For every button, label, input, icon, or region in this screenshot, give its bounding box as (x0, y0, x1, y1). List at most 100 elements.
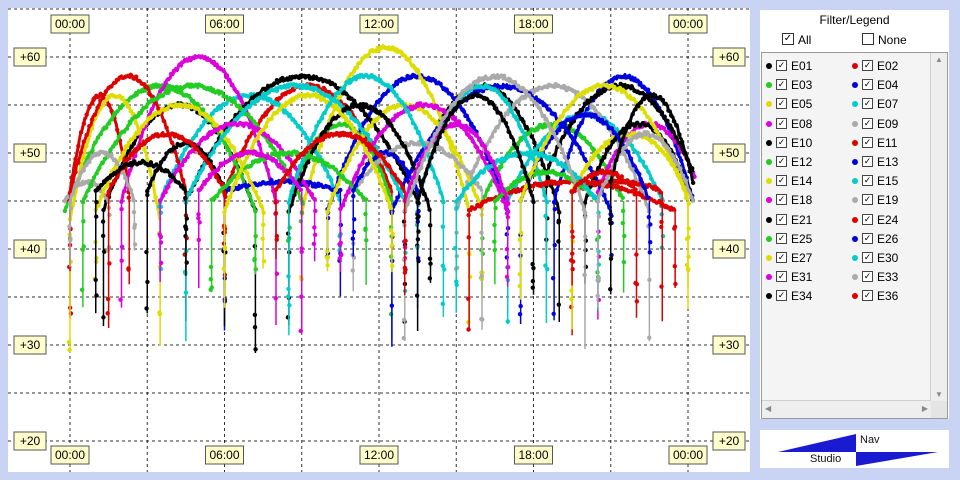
legend-checkbox[interactable]: ✓ (776, 98, 787, 110)
series-point (629, 143, 635, 148)
scroll-left-icon[interactable]: ◀ (765, 404, 772, 413)
legend-label: E24 (877, 212, 899, 227)
scroll-right-icon[interactable]: ▶ (921, 404, 928, 413)
legend-checkbox[interactable]: ✓ (776, 156, 787, 167)
series-point (228, 178, 234, 183)
series-point (204, 135, 210, 140)
series-point (589, 155, 594, 161)
series-point (682, 150, 688, 155)
series-point (481, 169, 487, 174)
legend-checkbox[interactable]: ✓ (862, 252, 873, 263)
horizontal-scrollbar[interactable]: ◀ ▶ (762, 400, 931, 418)
series-point (79, 287, 85, 292)
series-point (199, 185, 204, 190)
series-point (438, 81, 443, 87)
legend-checkbox[interactable]: ✓ (776, 290, 787, 302)
legend-checkbox[interactable]: ✓ (776, 79, 787, 91)
legend-checkbox[interactable]: ✓ (776, 60, 787, 71)
series-point (118, 155, 123, 160)
series-point (492, 222, 497, 228)
legend-checkbox[interactable]: ✓ (862, 156, 873, 167)
legend-checkbox[interactable]: ✓ (862, 79, 873, 91)
legend-label: E14 (791, 174, 813, 189)
series-point (546, 121, 551, 126)
series-point (505, 319, 510, 324)
series-point (371, 140, 376, 146)
series-point (489, 134, 495, 139)
series-point (377, 109, 383, 115)
legend-checkbox[interactable]: ✓ (862, 213, 873, 225)
series-point (398, 49, 404, 55)
y-tick-label-right-text: +30 (719, 338, 740, 352)
series-point (245, 171, 250, 176)
series-point (96, 203, 101, 208)
series-point (609, 78, 615, 84)
legend-checkbox[interactable]: ✓ (776, 175, 787, 187)
legend-checkbox[interactable]: ✓ (862, 117, 873, 129)
y-tick-label-left-box (13, 431, 47, 451)
navstudio-logo: Nav Studio (760, 430, 949, 468)
none-label: None (878, 33, 907, 47)
series-point (349, 122, 354, 128)
legend-checkbox[interactable]: ✓ (862, 290, 873, 302)
legend-checkbox[interactable]: ✓ (862, 60, 873, 71)
series-point (409, 63, 415, 68)
legend-checkbox[interactable]: ✓ (862, 136, 873, 148)
series-point (134, 92, 139, 97)
legend-checkbox[interactable]: ✓ (776, 271, 787, 283)
legend-checkbox[interactable]: ✓ (776, 252, 787, 263)
series-point (87, 123, 92, 129)
series-point (668, 113, 674, 118)
series-point (557, 118, 562, 123)
all-checkbox[interactable]: ✓ (782, 33, 794, 45)
vertical-scrollbar[interactable]: ▲ ▼ (930, 53, 947, 401)
series-point (390, 117, 395, 122)
series-point (224, 101, 229, 106)
series-point (111, 144, 116, 149)
series-point (145, 279, 150, 285)
legend-checkbox[interactable]: ✓ (776, 194, 787, 206)
series-point (325, 126, 330, 131)
x-tick-label-top-box (50, 14, 90, 34)
series-point (546, 162, 552, 168)
series-point (258, 95, 263, 100)
legend-checkbox[interactable]: ✓ (862, 271, 873, 283)
legend-checkbox[interactable]: ✓ (862, 98, 873, 110)
series-point (520, 129, 525, 134)
series-point (287, 112, 292, 118)
y-tick-label-left: +50 (13, 143, 47, 163)
series-point (84, 132, 89, 138)
series-point (132, 242, 138, 247)
legend-checkbox[interactable]: ✓ (776, 232, 787, 244)
legend-list[interactable]: ✓ E01 ✓ E02 ✓ E03 ✓ E04 ✓ E05 ✓ E07 ✓ E08 ✓ E09 ✓ E10 ✓ E11… (761, 52, 948, 419)
legend-checkbox[interactable]: ✓ (776, 117, 787, 129)
series-point (454, 279, 459, 284)
series-point (203, 114, 209, 119)
none-checkbox[interactable] (862, 33, 874, 45)
series-point (653, 128, 659, 133)
series-point (647, 250, 653, 255)
legend-checkbox[interactable]: ✓ (776, 136, 787, 148)
series-point (225, 147, 230, 153)
series-point (279, 179, 284, 184)
scroll-down-icon[interactable]: ▼ (935, 390, 943, 399)
series-point (398, 189, 404, 195)
series-point (383, 109, 388, 115)
series-point (148, 160, 154, 165)
series-point (121, 150, 126, 156)
scroll-up-icon[interactable]: ▲ (935, 55, 943, 64)
series-point (295, 154, 301, 159)
legend-checkbox[interactable]: ✓ (862, 175, 873, 187)
series-point (453, 157, 458, 162)
series-point (592, 112, 598, 118)
series-point (582, 272, 587, 278)
legend-checkbox[interactable]: ✓ (776, 213, 787, 225)
series-point (195, 106, 201, 111)
series-point (685, 157, 690, 162)
legend-checkbox[interactable]: ✓ (862, 194, 873, 206)
series-point (503, 111, 509, 116)
legend-checkbox[interactable]: ✓ (862, 232, 873, 244)
series-point (667, 148, 672, 153)
series-point (127, 168, 132, 173)
series-point (554, 187, 560, 193)
